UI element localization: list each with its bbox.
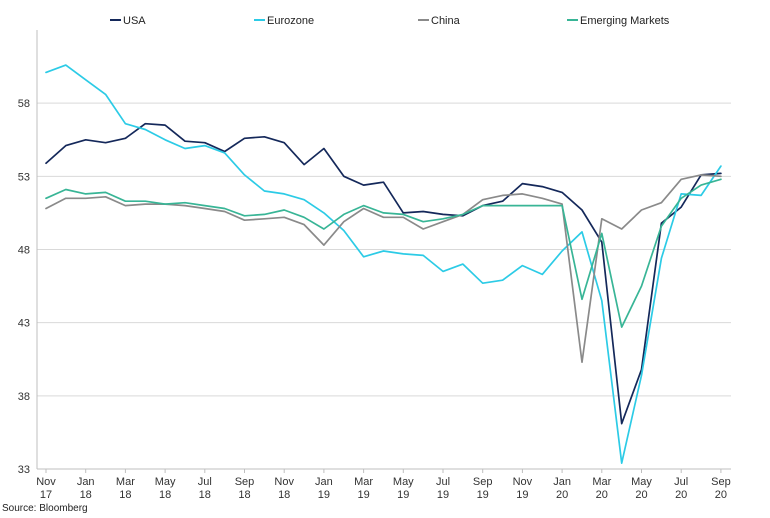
y-tick-label: 58: [18, 98, 30, 110]
axes: 33 38 43 48 53 58 Nov 17 Jan 18 Mar 18 May 18 Jul 18 Sep…: [18, 30, 731, 501]
y-tick-label: 53: [18, 171, 30, 183]
legend-label: China: [431, 15, 461, 27]
series-line-eurozone: [45, 64, 722, 464]
x-tick-label: Mar 20: [592, 476, 611, 501]
y-tick-label: 43: [18, 318, 30, 330]
series-line-china: [45, 174, 722, 364]
y-tick-label: 38: [18, 391, 30, 403]
legend-label: Eurozone: [267, 15, 314, 27]
x-tick-label: May 20: [631, 476, 652, 501]
legend: USA Eurozone China Emerging Markets: [110, 15, 670, 27]
x-tick-label: Jul 18: [198, 476, 212, 501]
y-tick-label: 48: [18, 245, 30, 257]
x-tick-label: Jan 19: [315, 476, 333, 501]
x-tick-label: Sep 18: [235, 476, 255, 501]
legend-label: USA: [123, 15, 146, 27]
x-tick-label: Jan 18: [77, 476, 95, 501]
legend-label: Emerging Markets: [580, 15, 670, 27]
x-tick-label: May 18: [155, 476, 176, 501]
gridlines: [37, 102, 731, 397]
x-tick-label: Nov 18: [274, 476, 294, 501]
x-tick-label: Nov 17: [36, 476, 56, 501]
series-line-usa: [45, 122, 722, 425]
source-note: Source: Bloomberg: [2, 503, 88, 514]
x-tick-label: Nov 19: [513, 476, 533, 501]
x-tick-label: May 19: [393, 476, 414, 501]
y-tick-label: 33: [18, 464, 30, 476]
x-tick-label: Jul 19: [436, 476, 450, 501]
x-tick-label: Sep 19: [473, 476, 493, 501]
x-tick-label: Jul 20: [674, 476, 688, 501]
x-tick-label: Mar 19: [354, 476, 373, 501]
series-lines: [45, 64, 722, 464]
x-tick-label: Sep 20: [711, 476, 731, 501]
x-tick-label: Mar 18: [116, 476, 135, 501]
x-tick-label: Jan 20: [553, 476, 571, 501]
series-line-emerging-markets: [45, 178, 722, 328]
